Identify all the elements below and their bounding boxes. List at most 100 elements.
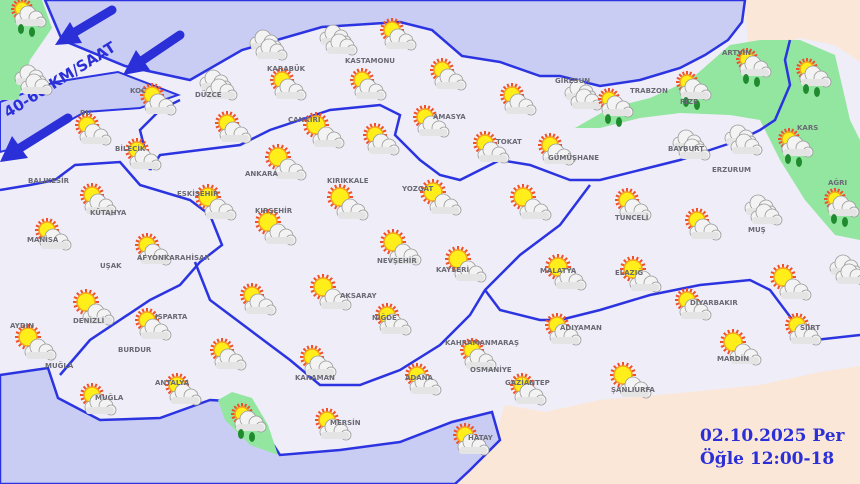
station-rain: ARTVİN	[722, 48, 772, 87]
city-label: MALATYA	[540, 267, 577, 275]
cloud-icon	[679, 78, 712, 101]
station-rain	[231, 403, 267, 442]
cloud-icon	[739, 55, 772, 78]
station-cloudy: DÜZCE	[195, 69, 238, 101]
cloud-icon	[629, 270, 662, 293]
city-label: MUŞ	[748, 226, 766, 234]
station-partly-cloudy: ADIYAMAN	[545, 313, 602, 346]
city-label: KARS	[797, 124, 818, 132]
station-partly-cloudy: MANİSA	[27, 218, 72, 251]
station-label: BURDUR	[118, 346, 152, 354]
cloud-icon	[429, 193, 462, 216]
cloud-icon	[336, 198, 369, 221]
cloud-icon	[204, 198, 237, 221]
raindrop-icon	[785, 154, 802, 167]
station-sunny: MARDİN	[717, 329, 762, 366]
cloud-icon	[781, 135, 814, 158]
city-label: ÇANKIRI	[288, 116, 320, 124]
city-label: GAZİANTEP	[505, 378, 550, 387]
cloud-icon	[779, 278, 812, 301]
station-partly-cloudy	[363, 123, 400, 156]
stations-layer: KOC DÜZCE KARABÜK KASTAMONU BU BİLECİK ÇANKIRI…	[10, 0, 860, 456]
city-label: KASTAMONU	[345, 57, 395, 65]
cloud-icon	[234, 410, 267, 433]
city-label: DENİZLİ	[73, 316, 104, 325]
cloud-icon	[274, 78, 307, 101]
cloud-icon	[554, 268, 587, 291]
cloud-icon	[434, 68, 467, 91]
city-label: BİLECİK	[115, 144, 146, 153]
cloud-icon	[384, 28, 417, 51]
city-label: DİYARBAKIR	[690, 298, 738, 307]
cloud-icon	[79, 123, 112, 146]
city-label: MANİSA	[27, 235, 59, 244]
cloud-icon	[264, 223, 297, 246]
station-partly-cloudy: KASTAMONU	[345, 57, 395, 101]
raindrop-icon	[743, 74, 760, 87]
station-sunny: ÇANKIRI	[288, 112, 345, 149]
station-sunny: AYDIN	[10, 322, 57, 361]
wind-arrow-icon	[0, 113, 73, 162]
sun-icon	[265, 144, 291, 170]
cloud-icon	[619, 376, 652, 399]
station-partly-cloudy	[240, 283, 277, 316]
cloud-icon	[219, 121, 252, 144]
cloud-icon	[504, 93, 537, 116]
station-label: BALIKESİR	[28, 176, 70, 185]
station-partly-cloudy: GAZİANTEP	[505, 373, 550, 406]
city-label: KIRIKKALE	[327, 177, 369, 185]
station-partly-cloudy: TUNCELİ	[615, 188, 652, 222]
cloud-icon	[729, 343, 762, 366]
cloud-icon	[82, 303, 115, 326]
station-cloudy: MUŞ	[744, 194, 783, 234]
station-partly-cloudy: AMASYA	[413, 105, 466, 138]
station-partly-cloudy: DİYARBAKIR	[675, 288, 738, 321]
city-label: AKSARAY	[340, 292, 377, 300]
station-partly-cloudy: KOC	[130, 83, 177, 116]
city-label: UŞAK	[100, 262, 122, 270]
raindrop-icon	[683, 97, 700, 110]
cloud-icon	[274, 158, 307, 181]
cloud-icon	[389, 243, 422, 266]
city-label: BALIKESİR	[28, 176, 70, 185]
station-rain: KARS	[778, 124, 818, 167]
cloud-icon	[689, 218, 722, 241]
cloud-icon	[367, 133, 400, 156]
station-sunny	[770, 264, 812, 301]
station-partly-cloudy	[215, 111, 252, 144]
city-label: KÜTAHYA	[90, 208, 127, 217]
station-partly-cloudy: BU	[75, 109, 112, 146]
raindrop-icon	[831, 214, 848, 227]
forecast-date: 02.10.2025 Per	[700, 426, 845, 446]
raindrop-icon	[238, 429, 255, 442]
station-partly-cloudy: NİĞDE	[372, 303, 412, 336]
station-partly-cloudy: BİLECİK	[115, 138, 162, 171]
station-partly-cloudy: KARAMAN	[295, 345, 337, 382]
station-partly-cloudy: KÜTAHYA	[80, 183, 127, 217]
cloud-icon	[457, 433, 490, 456]
cloud-icon	[477, 141, 510, 164]
forecast-caption: 02.10.2025 Per Öğle 12:00-18	[700, 425, 844, 471]
station-sunny: KAYSERİ	[436, 246, 487, 283]
station-cloudy	[829, 254, 860, 286]
station-partly-cloudy: GÜMÜŞHANE	[538, 133, 599, 166]
cloud-icon	[319, 288, 352, 311]
cloud-icon	[730, 133, 763, 156]
raindrop-icon	[803, 84, 820, 97]
station-partly-cloudy: ADANA	[405, 363, 442, 396]
station-sunny: ESKİŞEHİR	[177, 184, 237, 221]
city-label: GÜMÜŞHANE	[548, 153, 599, 162]
cloud-icon	[379, 313, 412, 336]
cloud-icon	[679, 298, 712, 321]
city-label: TOKAT	[496, 138, 522, 146]
station-partly-cloudy: MUĞLA	[80, 383, 124, 416]
cloud-icon	[129, 148, 162, 171]
station-partly-cloudy: SİİRT	[785, 313, 822, 346]
city-label: ERZURUM	[712, 166, 751, 174]
sun-icon	[615, 188, 639, 212]
city-label: SİİRT	[800, 323, 820, 332]
station-sunny: ŞANLIURFA	[610, 362, 655, 399]
station-sunny: KIRIKKALE	[327, 177, 369, 221]
